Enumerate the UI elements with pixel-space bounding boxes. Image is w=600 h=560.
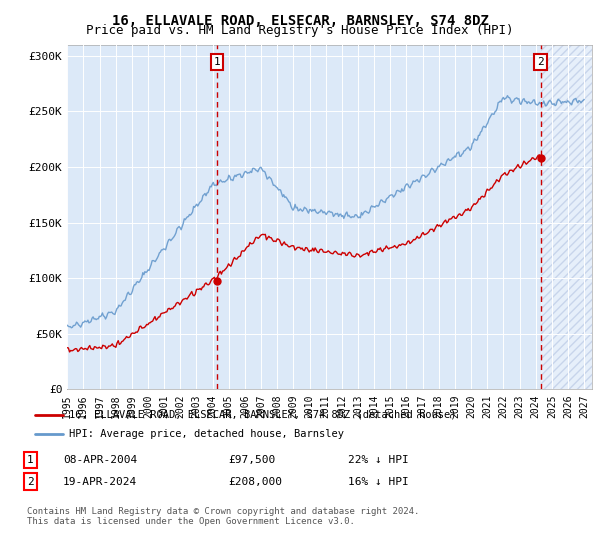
Text: 1: 1 <box>27 455 34 465</box>
Text: 08-APR-2004: 08-APR-2004 <box>63 455 137 465</box>
Bar <box>541 45 592 389</box>
Text: 16, ELLAVALE ROAD, ELSECAR, BARNSLEY, S74 8DZ (detached house): 16, ELLAVALE ROAD, ELSECAR, BARNSLEY, S7… <box>69 409 457 419</box>
Text: 2: 2 <box>27 477 34 487</box>
Text: 16, ELLAVALE ROAD, ELSECAR, BARNSLEY, S74 8DZ: 16, ELLAVALE ROAD, ELSECAR, BARNSLEY, S7… <box>112 14 488 28</box>
Text: 16% ↓ HPI: 16% ↓ HPI <box>348 477 409 487</box>
Text: HPI: Average price, detached house, Barnsley: HPI: Average price, detached house, Barn… <box>69 429 344 439</box>
Text: Contains HM Land Registry data © Crown copyright and database right 2024.
This d: Contains HM Land Registry data © Crown c… <box>27 507 419 526</box>
Text: 19-APR-2024: 19-APR-2024 <box>63 477 137 487</box>
Text: £97,500: £97,500 <box>228 455 275 465</box>
Text: 2: 2 <box>537 57 544 67</box>
Text: 22% ↓ HPI: 22% ↓ HPI <box>348 455 409 465</box>
Text: £208,000: £208,000 <box>228 477 282 487</box>
Text: Price paid vs. HM Land Registry's House Price Index (HPI): Price paid vs. HM Land Registry's House … <box>86 24 514 37</box>
Bar <box>541 45 592 389</box>
Text: 1: 1 <box>214 57 220 67</box>
